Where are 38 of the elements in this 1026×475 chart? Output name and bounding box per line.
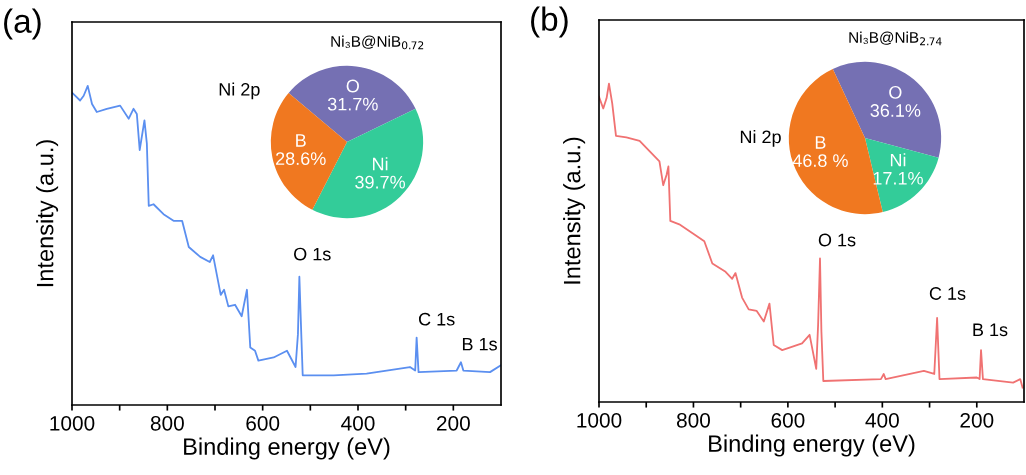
pie-slice	[865, 138, 939, 213]
x-axis-title: Binding energy (eV)	[184, 437, 390, 460]
x-tick-label: 800	[150, 415, 184, 431]
data-label: 28.6%	[276, 152, 326, 166]
data-label: 31.7%	[327, 97, 378, 111]
data-label: 36.1%	[870, 104, 921, 117]
x-tick-label: 400	[341, 415, 375, 431]
chart-title: Ni₃B@NiB$_{0.72}$	[331, 35, 424, 50]
slice-label: B	[296, 134, 306, 147]
slice-label: O	[889, 85, 902, 99]
x-tick-label: 200	[437, 415, 470, 431]
slice-label: Ni	[373, 157, 388, 171]
annotation: Ni 2p	[219, 82, 260, 100]
chart-title: (b)	[531, 6, 568, 38]
y-axis-title: Intensity (a.u.)	[36, 140, 59, 287]
x-tick-label: 200	[960, 412, 994, 428]
slice-label: Ni	[890, 153, 906, 167]
y-axis-title: Intensity (a.u.)	[563, 137, 586, 284]
annotation: O 1s	[818, 233, 856, 247]
data-label: 46.8 %	[792, 154, 848, 167]
annotation: C 1s	[929, 287, 966, 300]
annotation: C 1s	[419, 312, 455, 326]
x-tick-label: 600	[246, 415, 280, 431]
x-tick-label: 1000	[50, 415, 95, 431]
annotation: B 1s	[462, 337, 497, 351]
x-tick-label: 1000	[577, 412, 622, 428]
x-tick-label: 800	[676, 412, 711, 428]
chart-title: Ni₃B@NiB$_{2.74}$	[849, 31, 942, 46]
chart-title: (a)	[4, 8, 41, 40]
data-label: 39.7%	[355, 175, 406, 189]
slice-label: O	[346, 79, 359, 93]
x-tick-label: 400	[865, 412, 899, 428]
annotation: Ni 2p	[740, 130, 781, 147]
x-tick-label: 600	[771, 412, 805, 428]
annotation: B 1s	[973, 323, 1008, 337]
annotation: O 1s	[294, 247, 331, 261]
x-axis-title: Binding energy (eV)	[709, 434, 915, 457]
slice-label: B	[815, 136, 826, 149]
